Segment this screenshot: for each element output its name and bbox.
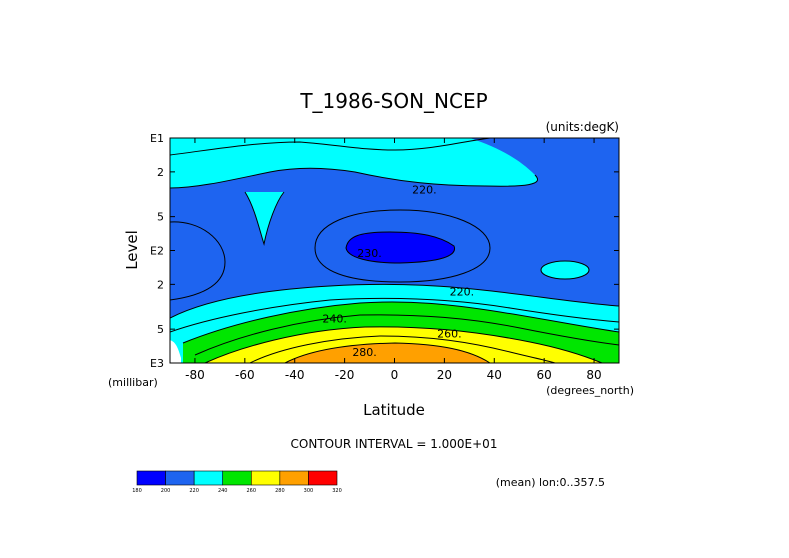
colorbar-swatch: [136, 470, 166, 486]
contour-line: [540, 260, 590, 280]
contour-line: [204, 326, 603, 363]
x-units-label: (degrees_north): [546, 384, 634, 397]
x-axis-label: Latitude: [363, 401, 425, 419]
x-tick-label: 60: [537, 368, 552, 382]
colorbar-level-label: 260: [247, 488, 257, 494]
contour-label: 230.: [357, 247, 382, 260]
colorbar-swatch: [308, 470, 338, 486]
x-axis: -80 -60 -40 -20 0 20 40 60 80: [185, 138, 602, 382]
y-axis-label: Level: [123, 230, 141, 270]
plot-area: [170, 138, 619, 363]
y-tick-label: 2: [157, 166, 164, 179]
contour-line: [170, 167, 538, 189]
colorbar: 180 200 220 240 260 280 300 320: [132, 470, 342, 494]
contour-line: [249, 335, 556, 363]
y-tick-label: 2: [157, 278, 164, 291]
colorbar-level-label: 320: [332, 488, 342, 494]
y-tick-label: E1: [150, 132, 164, 145]
x-tick-label: -80: [185, 368, 205, 382]
chart-title: T_1986-SON_NCEP: [299, 89, 487, 113]
band-below-210: [346, 232, 455, 263]
units-label: (units:degK): [546, 120, 619, 134]
x-tick-label: -40: [285, 368, 305, 382]
y-tick-label: E3: [150, 357, 164, 370]
contour-line: [170, 297, 619, 333]
colorbar-level-label: 300: [304, 488, 314, 494]
colorbar-swatch: [279, 470, 309, 486]
contour-line: [170, 283, 619, 319]
contour-label: 220.: [412, 184, 437, 197]
x-tick-label: -60: [235, 368, 255, 382]
y-axis: E1 2 5 E2 2 5 E3: [150, 132, 619, 370]
x-tick-label: 40: [487, 368, 502, 382]
colorbar-swatch: [222, 470, 252, 486]
colorbar-swatch: [250, 470, 281, 486]
contour-line: [284, 342, 491, 363]
mean-longitude-text: (mean) lon:0..357.5: [496, 476, 605, 489]
contour-line: [182, 301, 619, 344]
y-tick-label: 5: [157, 211, 164, 224]
contour-line: [314, 209, 491, 283]
colorbar-swatch: [193, 470, 224, 486]
contour-line: [170, 221, 226, 301]
contour-lines: [170, 138, 619, 363]
band-upper-tongue: [245, 192, 284, 244]
colorbar-level-label: 220: [189, 488, 199, 494]
missing-data-patch: [170, 340, 181, 363]
colorbar-level-label: 240: [218, 488, 228, 494]
colorbar-level-label: 200: [161, 488, 171, 494]
contour-label: 260.: [437, 328, 462, 341]
contour-line: [244, 191, 285, 246]
y-tick-label: E2: [150, 245, 164, 258]
contour-line: [194, 314, 619, 356]
contour-label: 220.: [450, 285, 475, 298]
contour-label: 240.: [322, 313, 347, 326]
x-tick-label: 0: [391, 368, 399, 382]
y-units-label: (millibar): [108, 376, 158, 389]
band-upper-220-230: [170, 138, 538, 188]
contour-labels: 220. 230. 220. 240. 260. 280.: [322, 184, 475, 359]
band-right-pocket: [541, 261, 589, 279]
contour-line: [345, 231, 456, 264]
x-tick-label: 20: [437, 368, 452, 382]
contour-line: [170, 138, 491, 156]
contour-label: 280.: [352, 346, 377, 359]
y-tick-label: 5: [157, 323, 164, 336]
colorbar-swatch: [165, 470, 195, 486]
x-tick-label: -20: [335, 368, 355, 382]
contour-interval-text: CONTOUR INTERVAL = 1.000E+01: [291, 437, 498, 451]
colorbar-level-label: 280: [275, 488, 285, 494]
x-tick-label: 80: [586, 368, 601, 382]
colorbar-level-label: 180: [132, 488, 142, 494]
